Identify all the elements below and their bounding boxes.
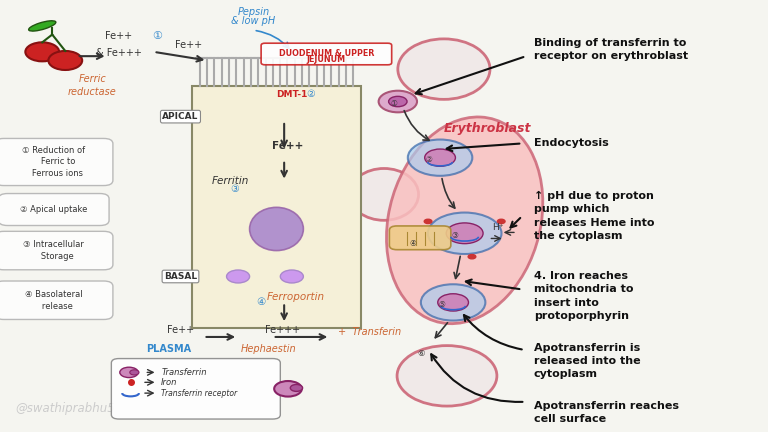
Circle shape (379, 91, 417, 112)
Text: 4. Iron reaches
mitochondria to
insert into
protoporphyrin: 4. Iron reaches mitochondria to insert i… (534, 271, 634, 321)
Text: @swathiprabhu5: @swathiprabhu5 (15, 402, 115, 415)
Circle shape (389, 96, 407, 107)
Text: BASAL: BASAL (164, 272, 197, 281)
Text: Ferric: Ferric (78, 74, 106, 84)
FancyBboxPatch shape (192, 86, 361, 328)
Text: Iron: Iron (161, 378, 177, 387)
Text: Fe++: Fe++ (174, 39, 202, 50)
Text: Fe+++: Fe+++ (265, 324, 300, 335)
Circle shape (425, 149, 455, 166)
Circle shape (274, 381, 302, 397)
Text: ↑ pH due to proton
pump which
releases Heme into
the cytoplasm: ↑ pH due to proton pump which releases H… (534, 191, 654, 241)
Text: Fe++: Fe++ (167, 324, 194, 335)
FancyBboxPatch shape (261, 43, 392, 65)
Ellipse shape (28, 21, 56, 31)
Text: Ferroportin: Ferroportin (266, 292, 325, 302)
Circle shape (498, 219, 505, 224)
Text: DUODENUM & UPPER: DUODENUM & UPPER (279, 50, 374, 58)
Text: & Fe+++: & Fe+++ (96, 48, 142, 58)
Text: Apotransferrin is
released into the
cytoplasm: Apotransferrin is released into the cyto… (534, 343, 641, 379)
Circle shape (280, 270, 303, 283)
Text: ① Reduction of
   Ferric to
   Ferrous ions: ① Reduction of Ferric to Ferrous ions (22, 146, 85, 178)
FancyBboxPatch shape (0, 232, 113, 270)
Ellipse shape (398, 39, 490, 99)
Text: ③ Intracellular
   Storage: ③ Intracellular Storage (23, 240, 84, 261)
Text: Apotransferrin reaches
cell surface: Apotransferrin reaches cell surface (534, 401, 679, 424)
Text: PLASMA: PLASMA (147, 344, 191, 354)
Text: Binding of transferrin to
receptor on erythroblast: Binding of transferrin to receptor on er… (534, 38, 688, 61)
Text: ⑥: ⑥ (417, 349, 425, 359)
Circle shape (25, 42, 59, 61)
Text: Endocytosis: Endocytosis (534, 138, 608, 149)
Text: reductase: reductase (68, 87, 117, 97)
Text: & low pH: & low pH (231, 16, 276, 26)
Text: APICAL: APICAL (162, 112, 199, 121)
FancyBboxPatch shape (389, 226, 451, 250)
Circle shape (290, 384, 303, 391)
Text: Transferrin receptor: Transferrin receptor (161, 389, 237, 397)
FancyBboxPatch shape (111, 359, 280, 419)
Circle shape (468, 254, 476, 259)
Text: ①: ① (152, 31, 163, 41)
Text: ⑤: ⑤ (439, 300, 445, 308)
Ellipse shape (250, 207, 303, 251)
Text: JEJUNUM: JEJUNUM (307, 55, 346, 64)
Text: ②: ② (425, 156, 432, 164)
Circle shape (130, 370, 139, 375)
FancyBboxPatch shape (0, 139, 113, 186)
Ellipse shape (397, 346, 497, 406)
Text: Fe++: Fe++ (273, 141, 303, 151)
Text: ④: ④ (257, 296, 266, 307)
Circle shape (428, 213, 502, 254)
Text: Erythroblast: Erythroblast (444, 122, 531, 135)
Text: ③: ③ (230, 184, 239, 194)
Text: ② Apical uptake: ② Apical uptake (20, 205, 88, 214)
FancyBboxPatch shape (0, 281, 113, 320)
Text: ②: ② (306, 89, 316, 99)
Text: Fe++: Fe++ (105, 31, 133, 41)
Circle shape (424, 219, 432, 224)
FancyBboxPatch shape (0, 194, 109, 226)
Text: Pepsin: Pepsin (237, 7, 270, 17)
Circle shape (408, 140, 472, 176)
Circle shape (446, 223, 483, 244)
Ellipse shape (386, 117, 543, 324)
Text: DMT-1: DMT-1 (276, 90, 307, 99)
Circle shape (120, 367, 138, 378)
Text: ④ Basolateral
   release: ④ Basolateral release (25, 290, 83, 311)
Ellipse shape (349, 168, 419, 220)
Text: Ferritin: Ferritin (212, 175, 249, 186)
Circle shape (227, 270, 250, 283)
Text: ③: ③ (452, 231, 458, 239)
Text: +  Transferin: + Transferin (338, 327, 401, 337)
Text: H⁺: H⁺ (492, 223, 503, 232)
Text: ④: ④ (410, 239, 416, 248)
Circle shape (48, 51, 82, 70)
Text: Transferrin: Transferrin (161, 368, 207, 377)
Text: ①: ① (391, 99, 397, 108)
Text: Hephaestin: Hephaestin (241, 344, 296, 354)
Circle shape (421, 284, 485, 321)
Circle shape (438, 294, 468, 311)
